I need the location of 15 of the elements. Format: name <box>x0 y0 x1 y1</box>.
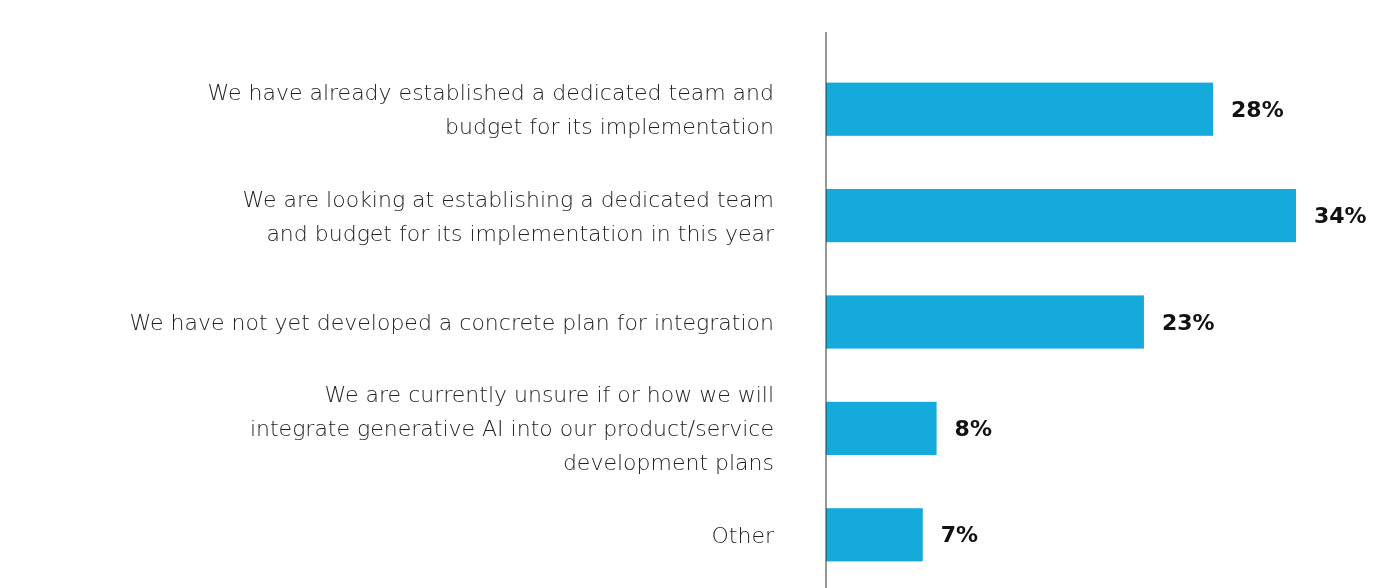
bar <box>826 508 923 562</box>
data-label: 23% <box>1161 309 1215 335</box>
data-label: 8% <box>954 415 992 441</box>
y-tick-label: We are looking at establishing a dedicated team and budget for its implementation in this year <box>242 186 775 246</box>
y-tick-label: We are currently unsure if or how we will integrate generative AI into our product/service development plans <box>249 381 774 475</box>
bar <box>826 401 937 455</box>
data-label: 34% <box>1314 203 1367 229</box>
data-label: 28% <box>1231 96 1284 122</box>
bar <box>826 295 1144 349</box>
y-tick-label: We have not yet developed a concrete plan for integration <box>129 309 774 335</box>
y-tick-label: We have already established a dedicated team and budget for its implementation <box>207 79 774 139</box>
bar <box>826 82 1214 136</box>
y-tick-label: Other <box>711 522 775 548</box>
bar <box>826 189 1296 243</box>
data-label: 7% <box>940 522 979 548</box>
